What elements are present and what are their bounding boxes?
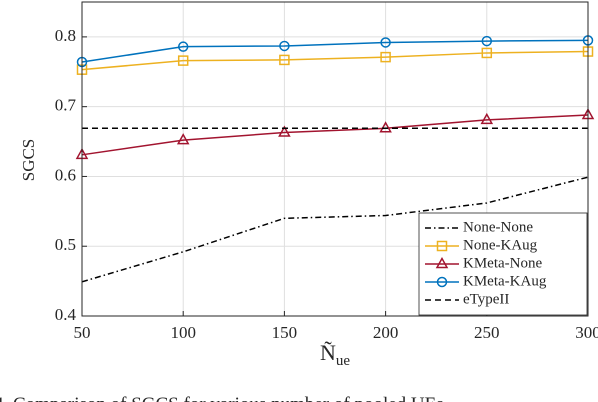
marker: [278, 125, 291, 137]
marker: [435, 256, 449, 269]
legend-label: KMeta-KAug: [463, 273, 547, 289]
y-tick-label: 0.8: [55, 26, 76, 45]
caption: 4. Comparison of SGCS for various number…: [0, 394, 444, 402]
series-line: [81, 114, 589, 156]
legend: None-None None-KAug KMeta-None KMeta-KAug eT…: [418, 212, 588, 316]
y-tick-label: 0.6: [55, 165, 76, 184]
y-tick-label: 0.7: [55, 96, 77, 115]
x-tick-label: 200: [373, 323, 399, 342]
x-axis-label-main: Ñ: [320, 340, 336, 365]
marker: [436, 240, 448, 252]
x-tick-label: 50: [74, 323, 91, 342]
marker: [279, 40, 290, 52]
marker: [481, 35, 493, 47]
series-line: [81, 176, 589, 283]
plot-frame: [81, 1, 589, 317]
marker: [380, 51, 391, 63]
marker: [279, 54, 290, 66]
marker: [177, 41, 189, 52]
x-tick-label: 150: [272, 323, 298, 342]
marker: [177, 55, 189, 66]
y-tick-label: 0.4: [55, 305, 77, 324]
x-axis-label-sub: ue: [336, 353, 351, 369]
series-line: [81, 39, 589, 63]
y-tick-label: 0.5: [55, 235, 76, 254]
y-axis-label: SGCS: [19, 139, 38, 182]
x-tick-label: 250: [474, 323, 500, 342]
marker: [480, 112, 494, 125]
legend-label: KMeta-None: [463, 255, 542, 271]
legend-label: eTypeII: [463, 291, 509, 307]
x-tick-label: 300: [575, 323, 598, 342]
marker: [379, 121, 392, 133]
x-tick-label: 100: [170, 323, 196, 342]
marker: [436, 276, 448, 288]
marker: [380, 37, 391, 48]
marker: [176, 133, 190, 145]
legend-label: None-None: [463, 219, 533, 235]
legend-label: None-KAug: [463, 237, 538, 253]
x-axis-label: Ñue: [320, 340, 350, 369]
series-line: [81, 50, 589, 71]
marker: [481, 47, 493, 59]
